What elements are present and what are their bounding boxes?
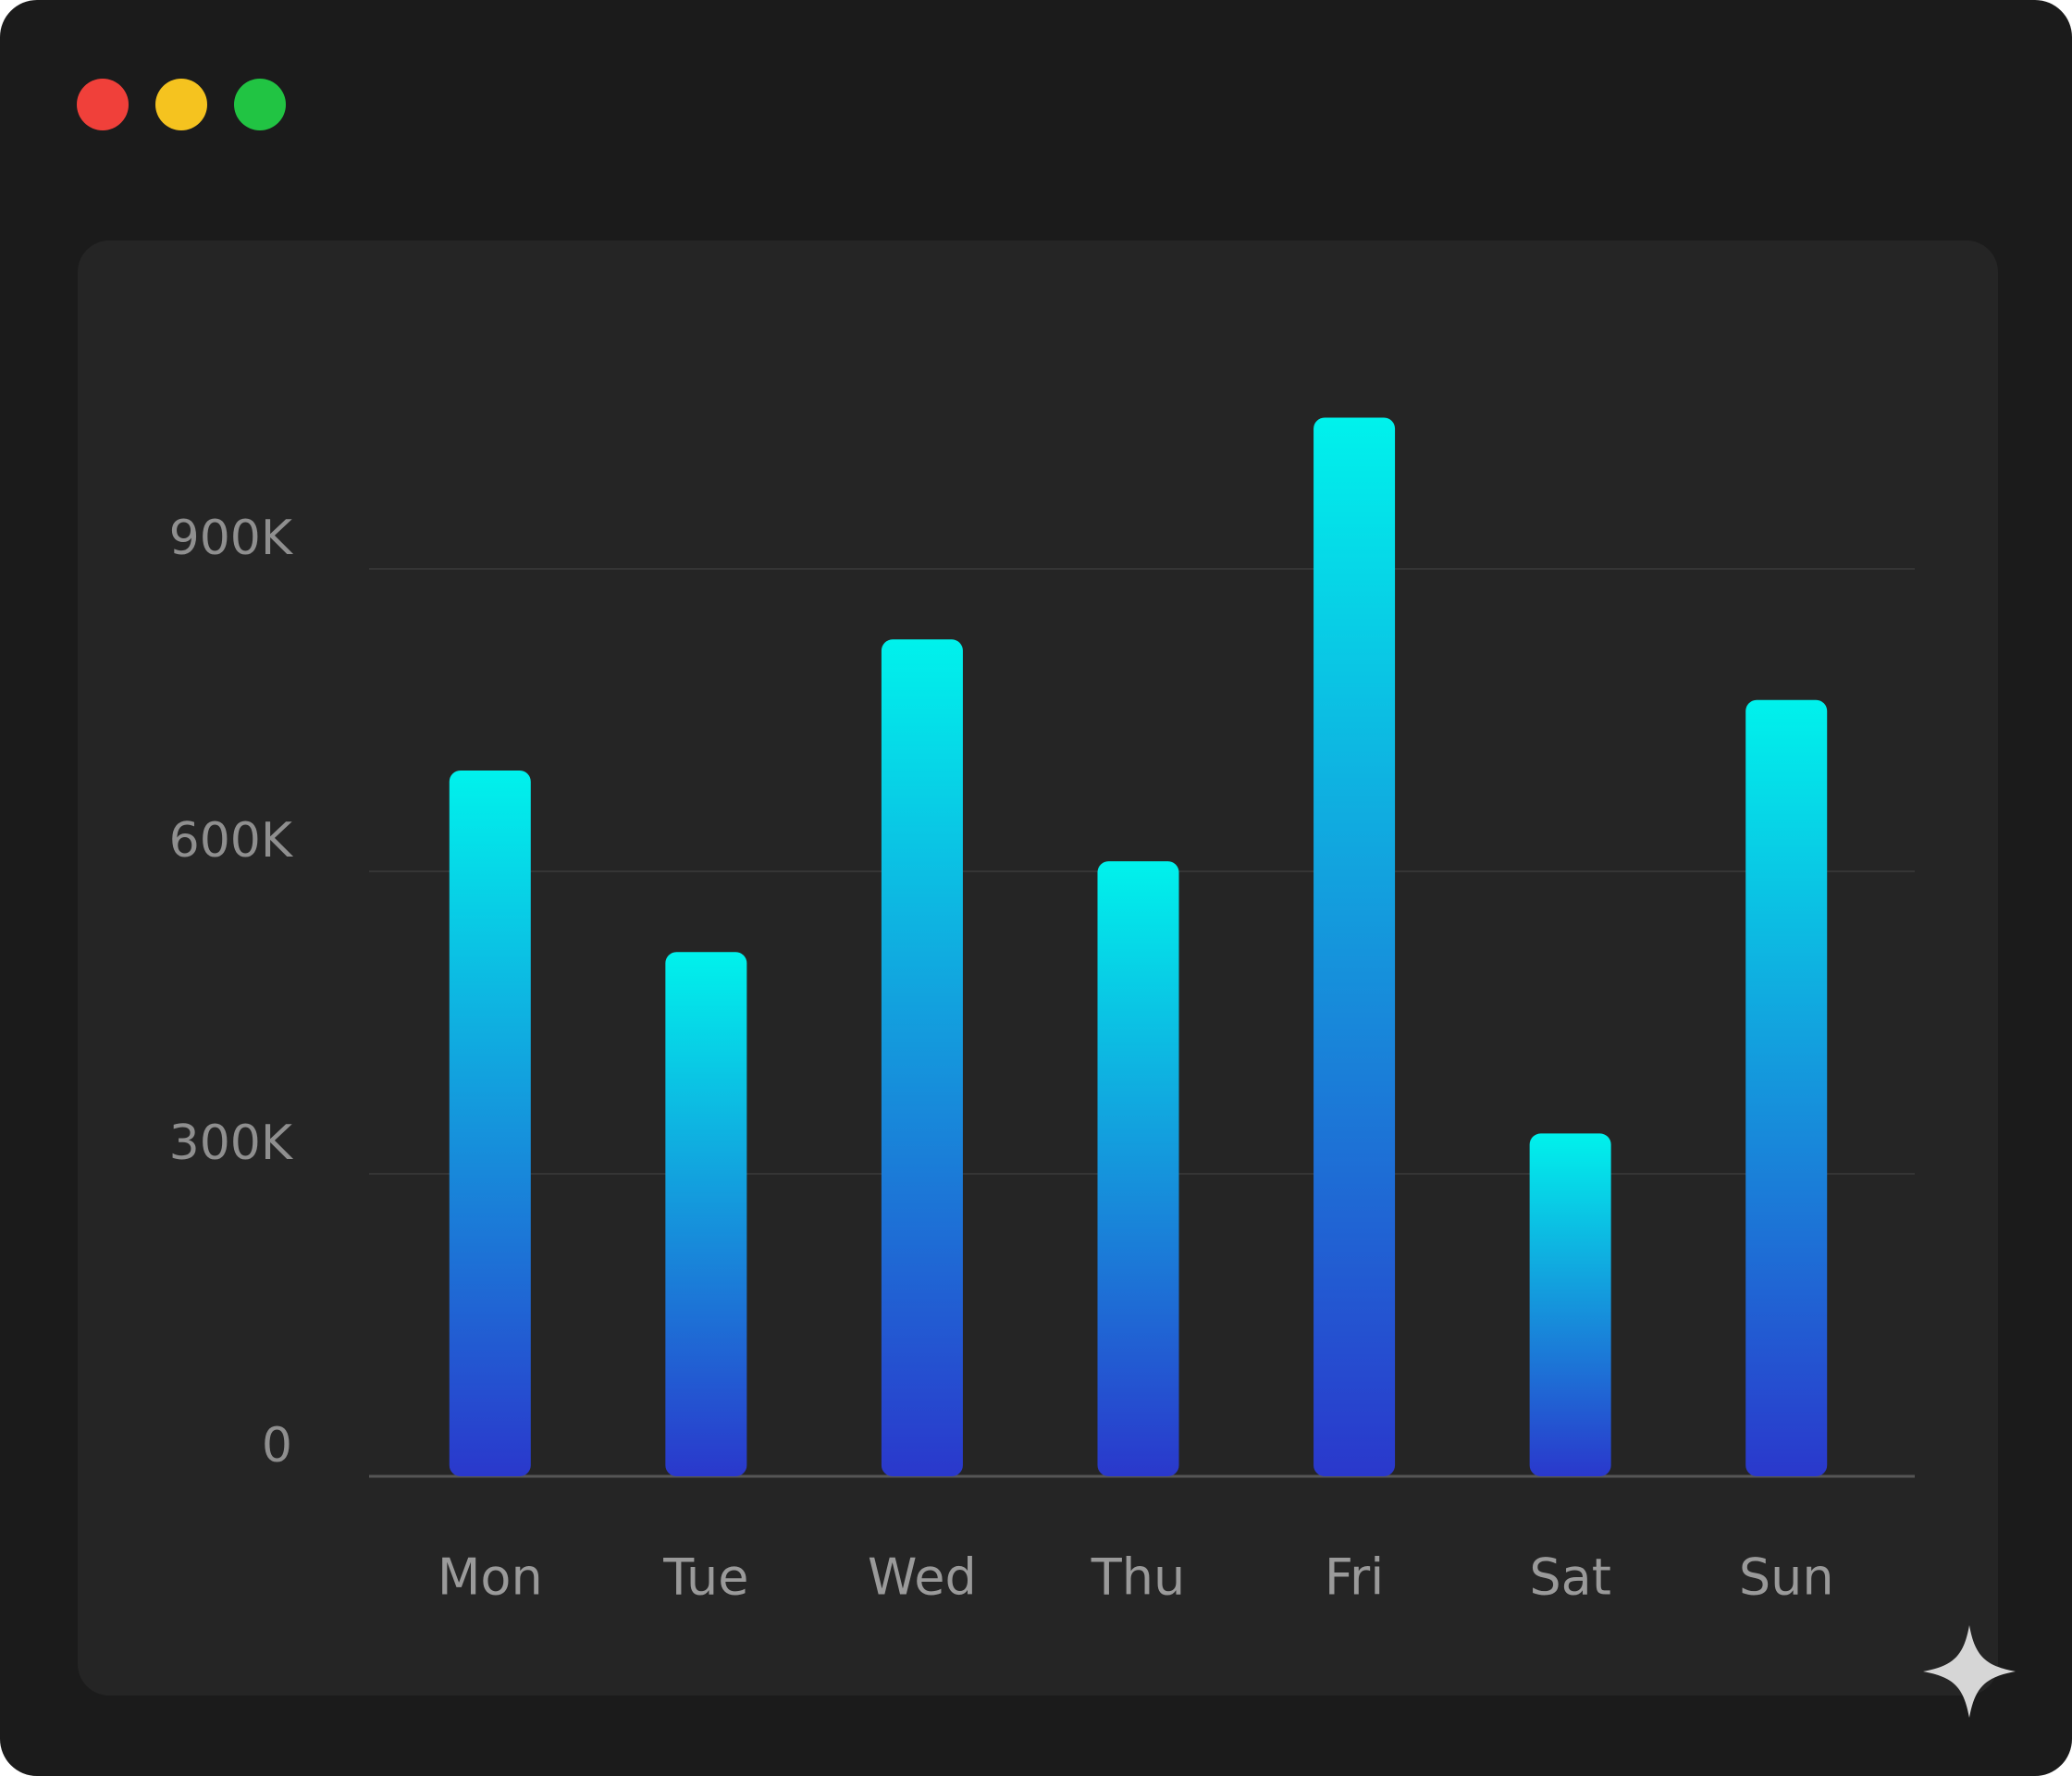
- y-tick-label: 600K: [169, 813, 294, 869]
- x-tick-label: Sun: [1739, 1548, 1834, 1607]
- close-button[interactable]: [77, 79, 129, 130]
- sparkle-icon: [1923, 1625, 2016, 1718]
- x-tick-label: Fri: [1325, 1548, 1384, 1607]
- bar: [665, 952, 747, 1476]
- plot: 0 300K 600K 900K Mon Tue Wed Thu Fri Sat Sun: [169, 417, 1915, 1607]
- y-tick-label: 300K: [169, 1116, 294, 1171]
- bar: [1745, 699, 1828, 1476]
- x-tick-label: Mon: [438, 1548, 543, 1607]
- x-tick-label: Wed: [868, 1548, 977, 1607]
- y-tick-label: 900K: [169, 511, 294, 566]
- bar: [881, 639, 963, 1476]
- y-tick-label: 0: [262, 1418, 292, 1474]
- bar: [1314, 417, 1396, 1476]
- chart-card: [78, 240, 1998, 1696]
- x-tick-label: Tue: [662, 1548, 748, 1607]
- x-tick-label: Thu: [1091, 1548, 1185, 1607]
- bar: [449, 771, 531, 1476]
- maximize-button[interactable]: [234, 79, 286, 130]
- minimize-button[interactable]: [155, 79, 207, 130]
- bar: [1097, 861, 1179, 1476]
- x-tick-label: Sat: [1529, 1548, 1611, 1607]
- bar: [1529, 1133, 1611, 1476]
